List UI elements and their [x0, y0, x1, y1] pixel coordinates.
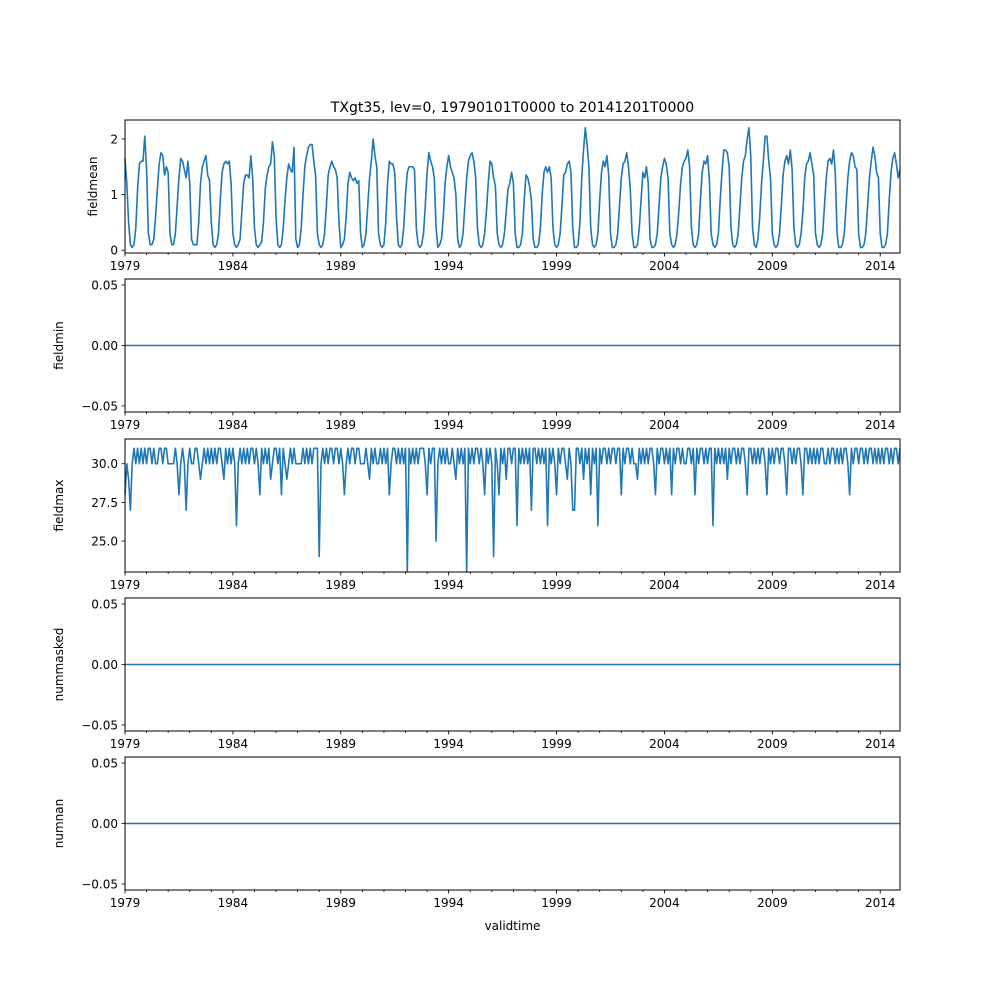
x-tick-label: 1979 [110, 896, 141, 910]
y-axis-label-fieldmean: fieldmean [86, 157, 100, 217]
x-tick-label: 2014 [865, 737, 896, 751]
x-tick-label: 2004 [649, 896, 680, 910]
x-tick-label: 2004 [649, 578, 680, 592]
x-tick-label: 1979 [110, 418, 141, 432]
x-tick-label: 1984 [218, 737, 249, 751]
y-tick-label: 1 [110, 188, 118, 202]
x-tick-label: 1999 [541, 737, 572, 751]
x-tick-label: 2014 [865, 896, 896, 910]
x-tick-label: 1989 [326, 259, 357, 273]
x-tick-label: 1999 [541, 896, 572, 910]
y-tick-label: −0.05 [81, 718, 118, 732]
x-tick-label: 1989 [326, 418, 357, 432]
y-axis-label-fieldmin: fieldmin [52, 321, 66, 370]
fieldmean-axes-frame [124, 119, 901, 254]
x-tick-label: 2009 [757, 896, 788, 910]
x-tick-label: 1984 [218, 896, 249, 910]
fieldmax-series-line [124, 447, 901, 573]
subplot-fieldmax: 1979 1984 1989 1994 1999 2004 2009 2014 30.0 27.5… [52, 438, 901, 592]
x-tick-label: 1989 [326, 737, 357, 751]
x-tick-label: 1999 [541, 259, 572, 273]
y-tick-label: 27.5 [91, 496, 118, 510]
subplot-fieldmean: 1979 1984 1989 1994 1999 2004 2009 2014 0 1 2 field… [86, 119, 901, 273]
y-axis-label-numnan: numnan [52, 799, 66, 848]
y-tick-label: −0.05 [81, 399, 118, 413]
x-tick-label: 1989 [326, 578, 357, 592]
y-tick-label: 2 [110, 132, 118, 146]
x-tick-label: 2014 [865, 578, 896, 592]
y-tick-label: 0.00 [91, 658, 118, 672]
x-tick-label: 2009 [757, 418, 788, 432]
x-tick-label: 1994 [433, 259, 464, 273]
fieldmax-axes-frame [124, 438, 901, 573]
x-tick-label: 2009 [757, 259, 788, 273]
x-tick-label: 2009 [757, 578, 788, 592]
x-axis-label: validtime [485, 919, 541, 933]
y-axis-label-nummasked: nummasked [52, 628, 66, 702]
subplot-nummasked: 1979 1984 1989 1994 1999 2004 2009 2014 0.05 0.00… [52, 597, 901, 751]
x-tick-label: 1979 [110, 259, 141, 273]
x-tick-label: 1994 [433, 418, 464, 432]
x-tick-label: 2004 [649, 259, 680, 273]
y-axis-label-fieldmax: fieldmax [52, 479, 66, 531]
x-tick-label: 2004 [649, 737, 680, 751]
x-tick-label: 1999 [541, 578, 572, 592]
x-tick-label: 1994 [433, 578, 464, 592]
y-tick-label: 0.05 [91, 757, 118, 771]
y-tick-label: 0.00 [91, 817, 118, 831]
y-tick-label: 25.0 [91, 535, 118, 549]
x-tick-label: 1989 [326, 896, 357, 910]
x-tick-label: 2004 [649, 418, 680, 432]
x-tick-label: 1994 [433, 737, 464, 751]
y-tick-label: 30.0 [91, 457, 118, 471]
x-tick-label: 1979 [110, 737, 141, 751]
chart-title: TXgt35, lev=0, 19790101T0000 to 20141201… [330, 100, 694, 116]
subplot-fieldmin: 1979 1984 1989 1994 1999 2004 2009 2014 0.05 0.00… [52, 278, 901, 432]
x-tick-label: 1979 [110, 578, 141, 592]
x-tick-label: 2009 [757, 737, 788, 751]
y-tick-label: 0.00 [91, 339, 118, 353]
x-tick-label: 1984 [218, 418, 249, 432]
x-tick-label: 1984 [218, 259, 249, 273]
y-tick-label: 0.05 [91, 279, 118, 293]
y-tick-label: −0.05 [81, 877, 118, 891]
x-tick-label: 1994 [433, 896, 464, 910]
x-tick-label: 1999 [541, 418, 572, 432]
x-tick-label: 2014 [865, 418, 896, 432]
fieldmean-series-line [124, 126, 901, 249]
subplot-numnan: 1979 1984 1989 1994 1999 2004 2009 2014 0.05 0.00… [52, 756, 901, 910]
y-tick-label: 0.05 [91, 598, 118, 612]
x-tick-label: 2014 [865, 259, 896, 273]
x-tick-label: 1984 [218, 578, 249, 592]
y-tick-label: 0 [110, 244, 118, 258]
